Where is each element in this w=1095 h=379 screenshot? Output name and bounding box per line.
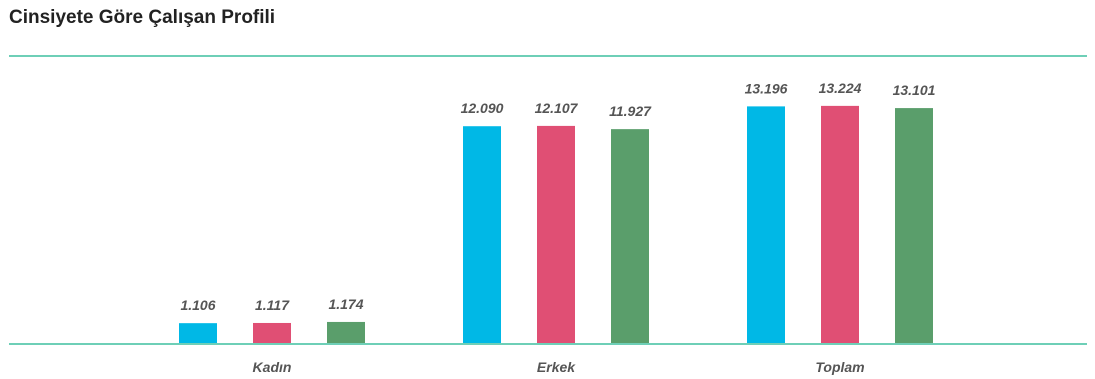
- bar-2-2: [895, 108, 933, 344]
- value-label-1-0: 12.090: [461, 100, 504, 116]
- category-labels-group: Kadın Erkek Toplam: [253, 359, 865, 375]
- chart-title: Cinsiyete Göre Çalışan Profili: [9, 7, 276, 28]
- value-labels-group: 1.106 1.117 1.174 12.090 12.107 11.927 13.196 1…: [180, 80, 935, 313]
- bar-1-1: [537, 125, 575, 343]
- value-label-1-2: 11.927: [609, 103, 652, 119]
- bar-0-1: [253, 322, 291, 343]
- bar-1-0: [463, 126, 501, 343]
- bar-1-2: [611, 129, 649, 343]
- bar-2-1: [821, 105, 859, 343]
- category-label-1: Erkek: [537, 359, 576, 375]
- value-label-1-1: 12.107: [535, 100, 579, 116]
- value-label-2-0: 13.196: [745, 80, 788, 96]
- value-label-2-1: 13.224: [819, 80, 862, 96]
- bar-2-0: [747, 106, 785, 343]
- value-label-2-2: 13.101: [893, 82, 936, 98]
- category-label-2: Toplam: [815, 359, 864, 375]
- value-label-0-1: 1.117: [255, 297, 290, 313]
- value-label-0-2: 1.174: [328, 296, 363, 312]
- category-label-0: Kadın: [253, 359, 292, 375]
- value-label-0-0: 1.106: [180, 297, 215, 313]
- bar-0-0: [179, 323, 217, 343]
- bar-0-2: [327, 321, 365, 343]
- bars-group: [179, 105, 933, 344]
